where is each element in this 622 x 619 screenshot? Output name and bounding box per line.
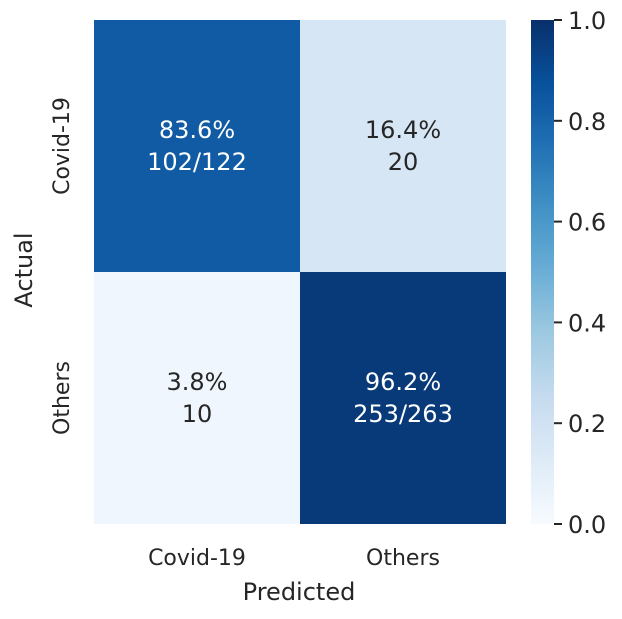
colorbar-tick-label: 0.2 [568,410,606,438]
colorbar-tick-label: 1.0 [568,7,606,35]
heatmap-cell-labels: 83.6% 102/122 16.4% 20 3.8% 10 96.2% 253/263 [147,116,453,428]
y-tick-label: Others [50,361,75,435]
y-tick-label: Covid-19 [50,97,75,195]
colorbar-tick-label: 0.0 [568,511,606,539]
colorbar-tick-label: 0.4 [568,309,606,337]
heatmap-cells [94,20,506,524]
cell-label-1-0-percent: 3.8% [167,368,228,396]
colorbar [531,20,554,524]
colorbar-tick-label: 0.8 [568,108,606,136]
y-axis-title: Actual [10,232,38,307]
cell-label-0-1-percent: 16.4% [365,116,441,144]
x-tick-label: Others [366,546,440,571]
heatmap-cell-0-1 [300,20,506,272]
cell-label-1-1-percent: 96.2% [365,368,441,396]
x-tick-label: Covid-19 [148,546,246,571]
colorbar-tick-label: 0.6 [568,209,606,237]
heatmap-cell-0-0 [94,20,300,272]
heatmap-cell-1-1 [300,272,506,524]
cell-label-1-0-count: 10 [182,400,213,428]
y-axis-tick-labels: Covid-19 Others [50,97,75,435]
x-axis-title: Predicted [243,578,356,606]
cell-label-0-0-count: 102/122 [147,148,247,176]
colorbar-ticks: 0.0 0.2 0.4 0.6 0.8 1.0 [554,7,606,539]
heatmap-cell-1-0 [94,272,300,524]
cell-label-1-1-count: 253/263 [353,400,453,428]
cell-label-0-1-count: 20 [388,148,419,176]
cell-label-0-0-percent: 83.6% [159,116,235,144]
x-axis-tick-labels: Covid-19 Others [148,546,440,571]
